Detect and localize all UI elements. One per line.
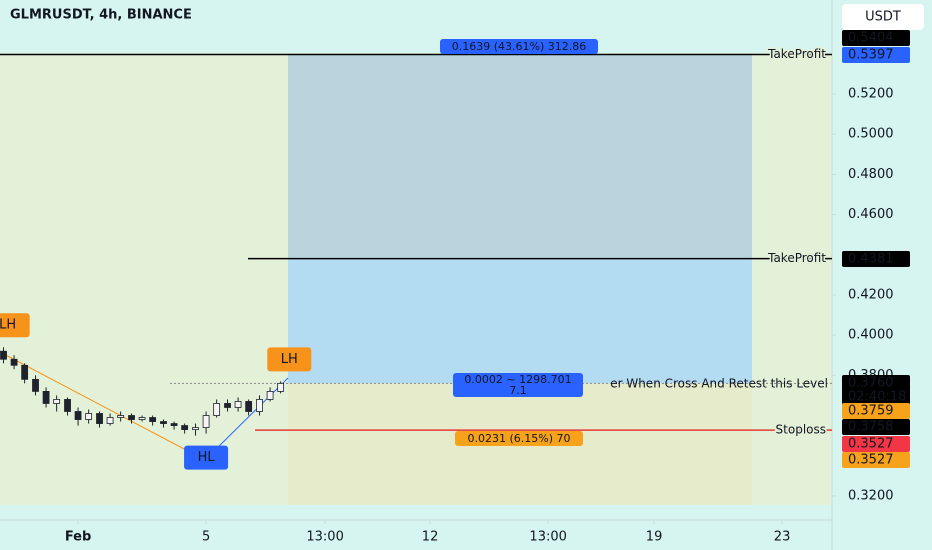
price-tag-label: 0.3758 [848, 420, 894, 435]
y-tick-label: 0.4800 [848, 167, 894, 182]
candle-body [42, 391, 50, 404]
pivot-box [0, 313, 30, 338]
candle-body [256, 399, 263, 412]
price-tag-label: 0.3527 [848, 453, 894, 468]
y-tick-label: 0.4600 [848, 207, 894, 222]
stats-box [453, 373, 583, 397]
candle-body [213, 403, 221, 416]
candle-body [277, 382, 285, 392]
pivot-box [184, 445, 229, 470]
level-label: TakeProfit [767, 251, 826, 265]
pivot-label: HL [198, 450, 216, 465]
y-tick-label: 0.5200 [848, 87, 894, 102]
price-tag [842, 47, 910, 63]
loss-label-box [455, 431, 583, 446]
price-tag-label: 0.3527 [848, 437, 894, 452]
level-label: Stoploss [776, 423, 826, 437]
candle-body [64, 399, 71, 412]
price-tag [842, 403, 910, 419]
price-tag-label: 0.3760 [848, 376, 894, 391]
x-tick-label: Feb [65, 530, 91, 545]
x-tick-label: 13:00 [529, 530, 566, 545]
pivot-box [267, 347, 312, 372]
x-tick-label: 13:00 [306, 530, 343, 545]
y-tick-label: 0.3200 [848, 488, 894, 503]
currency[interactable]: USDT [865, 10, 901, 25]
price-tag-label: 0.5397 [848, 48, 894, 63]
candle-body [202, 415, 210, 428]
price-tag [842, 419, 910, 435]
candle-body [138, 417, 146, 420]
x-tick-label: 5 [202, 530, 210, 545]
candle-body [224, 403, 231, 408]
candle-body [128, 415, 135, 420]
candle-body [149, 417, 157, 422]
candle-body [85, 413, 93, 420]
candle-body [10, 358, 18, 366]
stats-label: 0.0002 ~ 1298.701 [464, 373, 571, 386]
candle-body [0, 350, 7, 360]
candle-body [32, 378, 39, 392]
y-tick-label: 0.4000 [848, 328, 894, 343]
candle-body [170, 423, 178, 426]
profit-label-box [440, 39, 598, 54]
price-tag [842, 30, 910, 46]
price-tag-label: 0.4381 [848, 252, 894, 267]
profit-label: 0.1639 (43.61%) 312.86 [452, 40, 587, 53]
price-tag [842, 375, 910, 405]
candle-body [160, 421, 167, 424]
level-label: TakeProfit [767, 47, 826, 61]
profit-zone-upper [288, 54, 752, 259]
candle-body [234, 401, 242, 408]
candle-body [96, 413, 103, 424]
entry-note: er When Cross And Retest this Level [610, 377, 828, 391]
trend-line [0, 351, 206, 461]
candle-body [106, 417, 114, 424]
candle-body [74, 411, 82, 420]
pivot-label: LH [281, 352, 298, 367]
x-tick-label: 12 [422, 530, 439, 545]
candle-body [192, 427, 199, 430]
price-tag-label: 0.3759 [848, 404, 894, 419]
y-tick-label: 0.4200 [848, 287, 894, 302]
price-tag [842, 436, 910, 452]
candle-body [21, 364, 29, 380]
chart-title: GLMRUSDT, 4h, BINANCE [10, 8, 192, 23]
price-tag [842, 452, 910, 468]
pivot-label: LH [0, 318, 16, 333]
price-tag-label: 0.5404 [848, 31, 894, 46]
candle-body [266, 391, 274, 400]
currency-box[interactable] [842, 4, 924, 30]
stats-label: 7.1 [509, 384, 527, 397]
candle-body [53, 399, 61, 404]
candle-body [117, 415, 125, 418]
x-tick-label: 23 [774, 530, 791, 545]
countdown: 02:40:18 [848, 390, 906, 405]
price-tag [842, 251, 910, 267]
candle-body [245, 401, 253, 412]
y-tick-label: 0.5000 [848, 127, 894, 142]
x-tick-label: 19 [646, 530, 663, 545]
loss-label: 0.0231 (6.15%) 70 [467, 432, 570, 445]
candle-body [181, 425, 189, 430]
